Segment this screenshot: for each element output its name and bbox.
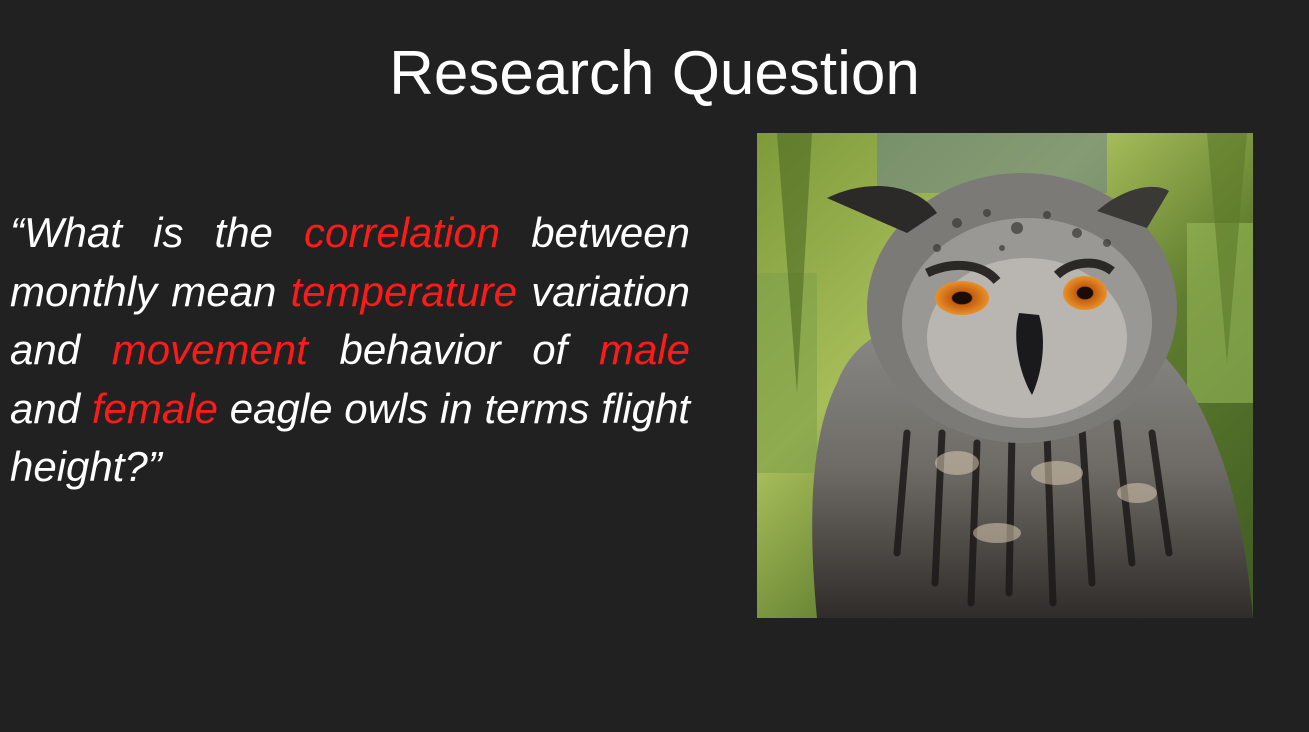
keyword-correlation: correlation bbox=[304, 209, 501, 256]
slide-title: Research Question bbox=[389, 39, 920, 108]
question-text-1: What is the bbox=[24, 209, 304, 256]
question-text-3: variation and bbox=[10, 267, 691, 374]
question-text-2: between monthly mean bbox=[10, 209, 690, 315]
keyword-male: male bbox=[598, 326, 690, 373]
keyword-female: female bbox=[91, 384, 218, 432]
eagle-owl-photo bbox=[757, 133, 1253, 618]
research-question: “What is the correlation between monthly… bbox=[10, 204, 690, 497]
eagle-owl-illustration bbox=[757, 133, 1253, 618]
open-quote: “ bbox=[10, 209, 24, 256]
question-text-6: eagle owls in terms flight height? bbox=[10, 384, 690, 491]
keyword-movement: movement bbox=[111, 326, 308, 373]
question-text-5: and bbox=[10, 384, 92, 432]
keyword-temperature: temperature bbox=[290, 267, 518, 315]
close-quote: ” bbox=[147, 443, 162, 490]
question-text-4: behavior of bbox=[307, 326, 599, 373]
